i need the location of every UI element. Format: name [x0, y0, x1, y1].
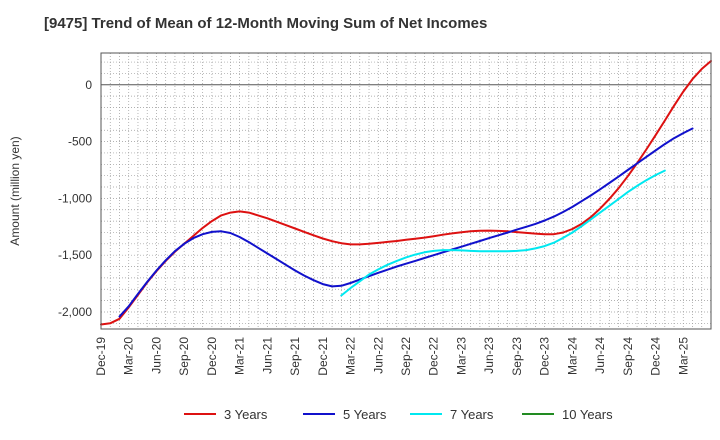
- x-tick-label: Dec-19: [94, 337, 108, 376]
- x-tick-label: Mar-21: [233, 337, 247, 375]
- x-tick-label: Dec-23: [538, 337, 552, 376]
- x-tick-label: Dec-21: [316, 337, 330, 376]
- x-tick-label: Jun-21: [260, 337, 274, 374]
- series-line: [340, 169, 666, 297]
- x-tick-label: Dec-20: [205, 337, 219, 376]
- x-tick-labels: Dec-19 Mar-20 Jun-20 Sep-20 Dec-20 Mar-21 Jun-…: [94, 337, 690, 376]
- series-line: [118, 127, 694, 318]
- y-tick-labels: 0 -500 -1,000 -1,500 -2,000: [58, 78, 92, 319]
- x-tick-label: Jun-24: [593, 337, 607, 374]
- chart-title: [9475] Trend of Mean of 12-Month Moving …: [44, 15, 488, 32]
- x-tick-label: Dec-22: [427, 337, 441, 376]
- x-tick-label: Mar-20: [122, 337, 136, 375]
- series-line: [100, 60, 712, 326]
- y-tick-label: -1,500: [58, 248, 92, 262]
- y-axis-label: Amount (million yen): [8, 136, 22, 245]
- x-tick-label: Dec-24: [649, 337, 663, 376]
- y-tick-label: -2,000: [58, 305, 92, 319]
- x-tick-label: Mar-23: [454, 337, 468, 375]
- x-tick-label: Mar-22: [344, 337, 358, 375]
- x-tick-label: Sep-21: [288, 337, 302, 376]
- legend-label: 10 Years: [562, 407, 613, 422]
- grid-layer: [101, 53, 711, 329]
- x-tick-label: Mar-25: [676, 337, 690, 375]
- x-tick-label: Sep-24: [621, 337, 635, 376]
- legend-label: 3 Years: [224, 407, 268, 422]
- y-tick-label: -1,000: [58, 191, 92, 205]
- legend-label: 7 Years: [450, 407, 494, 422]
- x-tick-label: Sep-22: [399, 337, 413, 376]
- x-tick-label: Jun-22: [371, 337, 385, 374]
- series-layer: [100, 60, 712, 326]
- y-tick-label: -500: [68, 135, 92, 149]
- x-tick-label: Jun-23: [482, 337, 496, 374]
- plot-border: [100, 52, 712, 330]
- y-tick-label: 0: [85, 78, 92, 92]
- x-tick-label: Jun-20: [149, 337, 163, 374]
- legend-label: 5 Years: [343, 407, 387, 422]
- x-tick-label: Mar-24: [565, 337, 579, 375]
- legend: 3 Years 5 Years 7 Years 10 Years: [184, 407, 613, 422]
- x-tick-label: Sep-20: [177, 337, 191, 376]
- x-tick-label: Sep-23: [510, 337, 524, 376]
